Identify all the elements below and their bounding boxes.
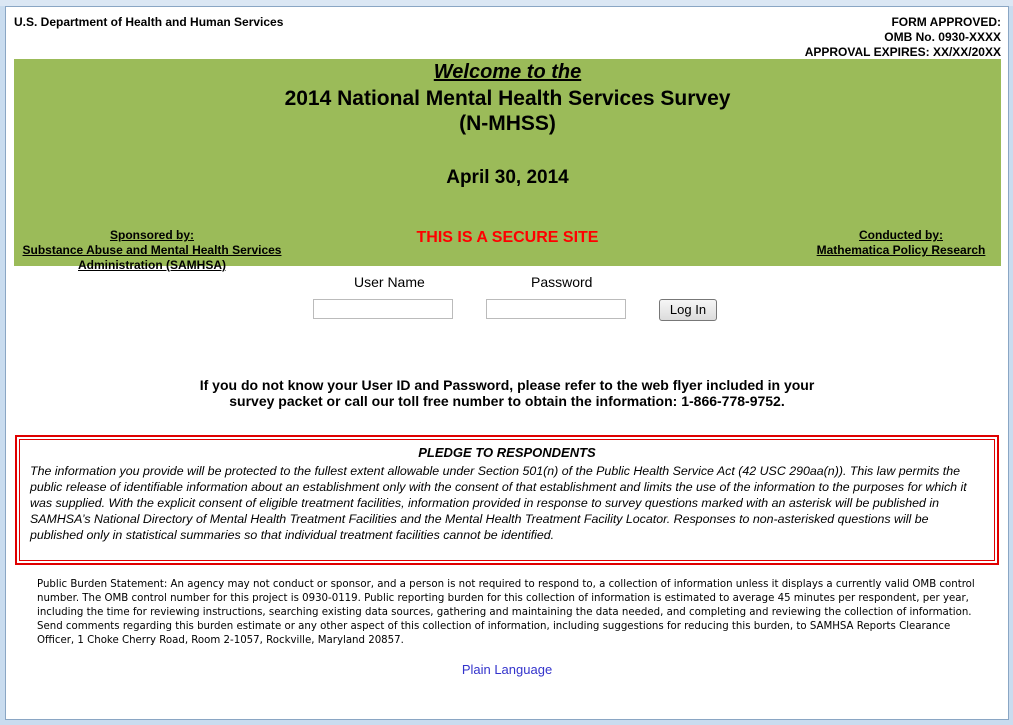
secure-site-notice: THIS IS A SECURE SITE	[416, 229, 599, 246]
survey-title: 2014 National Mental Health Services Sur…	[14, 86, 1001, 136]
login-button[interactable]: Log In	[659, 299, 717, 321]
password-input[interactable]	[486, 299, 626, 319]
username-input[interactable]	[313, 299, 453, 319]
public-burden-statement: Public Burden Statement: An agency may n…	[37, 579, 975, 646]
pledge-text: The information you provide will be prot…	[30, 464, 967, 542]
help-line2: survey packet or call our toll free numb…	[229, 393, 785, 409]
conductor: Conducted by: Mathematica Policy Researc…	[811, 228, 991, 258]
pledge-box: PLEDGE TO RESPONDENTS The information yo…	[15, 435, 999, 565]
sponsored-label: Sponsored by:	[109, 228, 194, 242]
welcome-text: Welcome to the	[433, 61, 582, 83]
conducted-label: Conducted by:	[859, 228, 943, 242]
help-line1: If you do not know your User ID and Pass…	[199, 377, 815, 393]
omb-number: OMB No. 0930-XXXX	[884, 30, 1001, 44]
survey-date: April 30, 2014	[446, 167, 569, 188]
approval-expires: APPROVAL EXPIRES: XX/XX/20XX	[804, 45, 1001, 59]
plain-language-link[interactable]: Plain Language	[461, 662, 553, 677]
password-label: Password	[531, 274, 593, 290]
form-approval: FORM APPROVED: OMB No. 0930-XXXX APPROVA…	[805, 15, 1001, 60]
conductor-name[interactable]: Mathematica Policy Research	[816, 243, 986, 257]
username-label: User Name	[354, 274, 425, 290]
browser-window: U.S. Department of Health and Human Serv…	[5, 6, 1009, 720]
form-approved: FORM APPROVED:	[891, 15, 1001, 29]
title-line2: (N-MHSS)	[459, 112, 556, 135]
pledge-title: PLEDGE TO RESPONDENTS	[418, 445, 596, 460]
department-name: U.S. Department of Health and Human Serv…	[14, 15, 284, 29]
welcome-banner: Welcome to the 2014 National Mental Heal…	[14, 59, 1001, 272]
title-line1: 2014 National Mental Health Services Sur…	[284, 87, 731, 110]
window-titlebar	[0, 0, 1013, 6]
sponsor-name[interactable]: Substance Abuse and Mental Health Servic…	[22, 243, 282, 272]
login-help-text: If you do not know your User ID and Pass…	[6, 377, 1008, 409]
sponsor: Sponsored by: Substance Abuse and Mental…	[20, 228, 284, 273]
